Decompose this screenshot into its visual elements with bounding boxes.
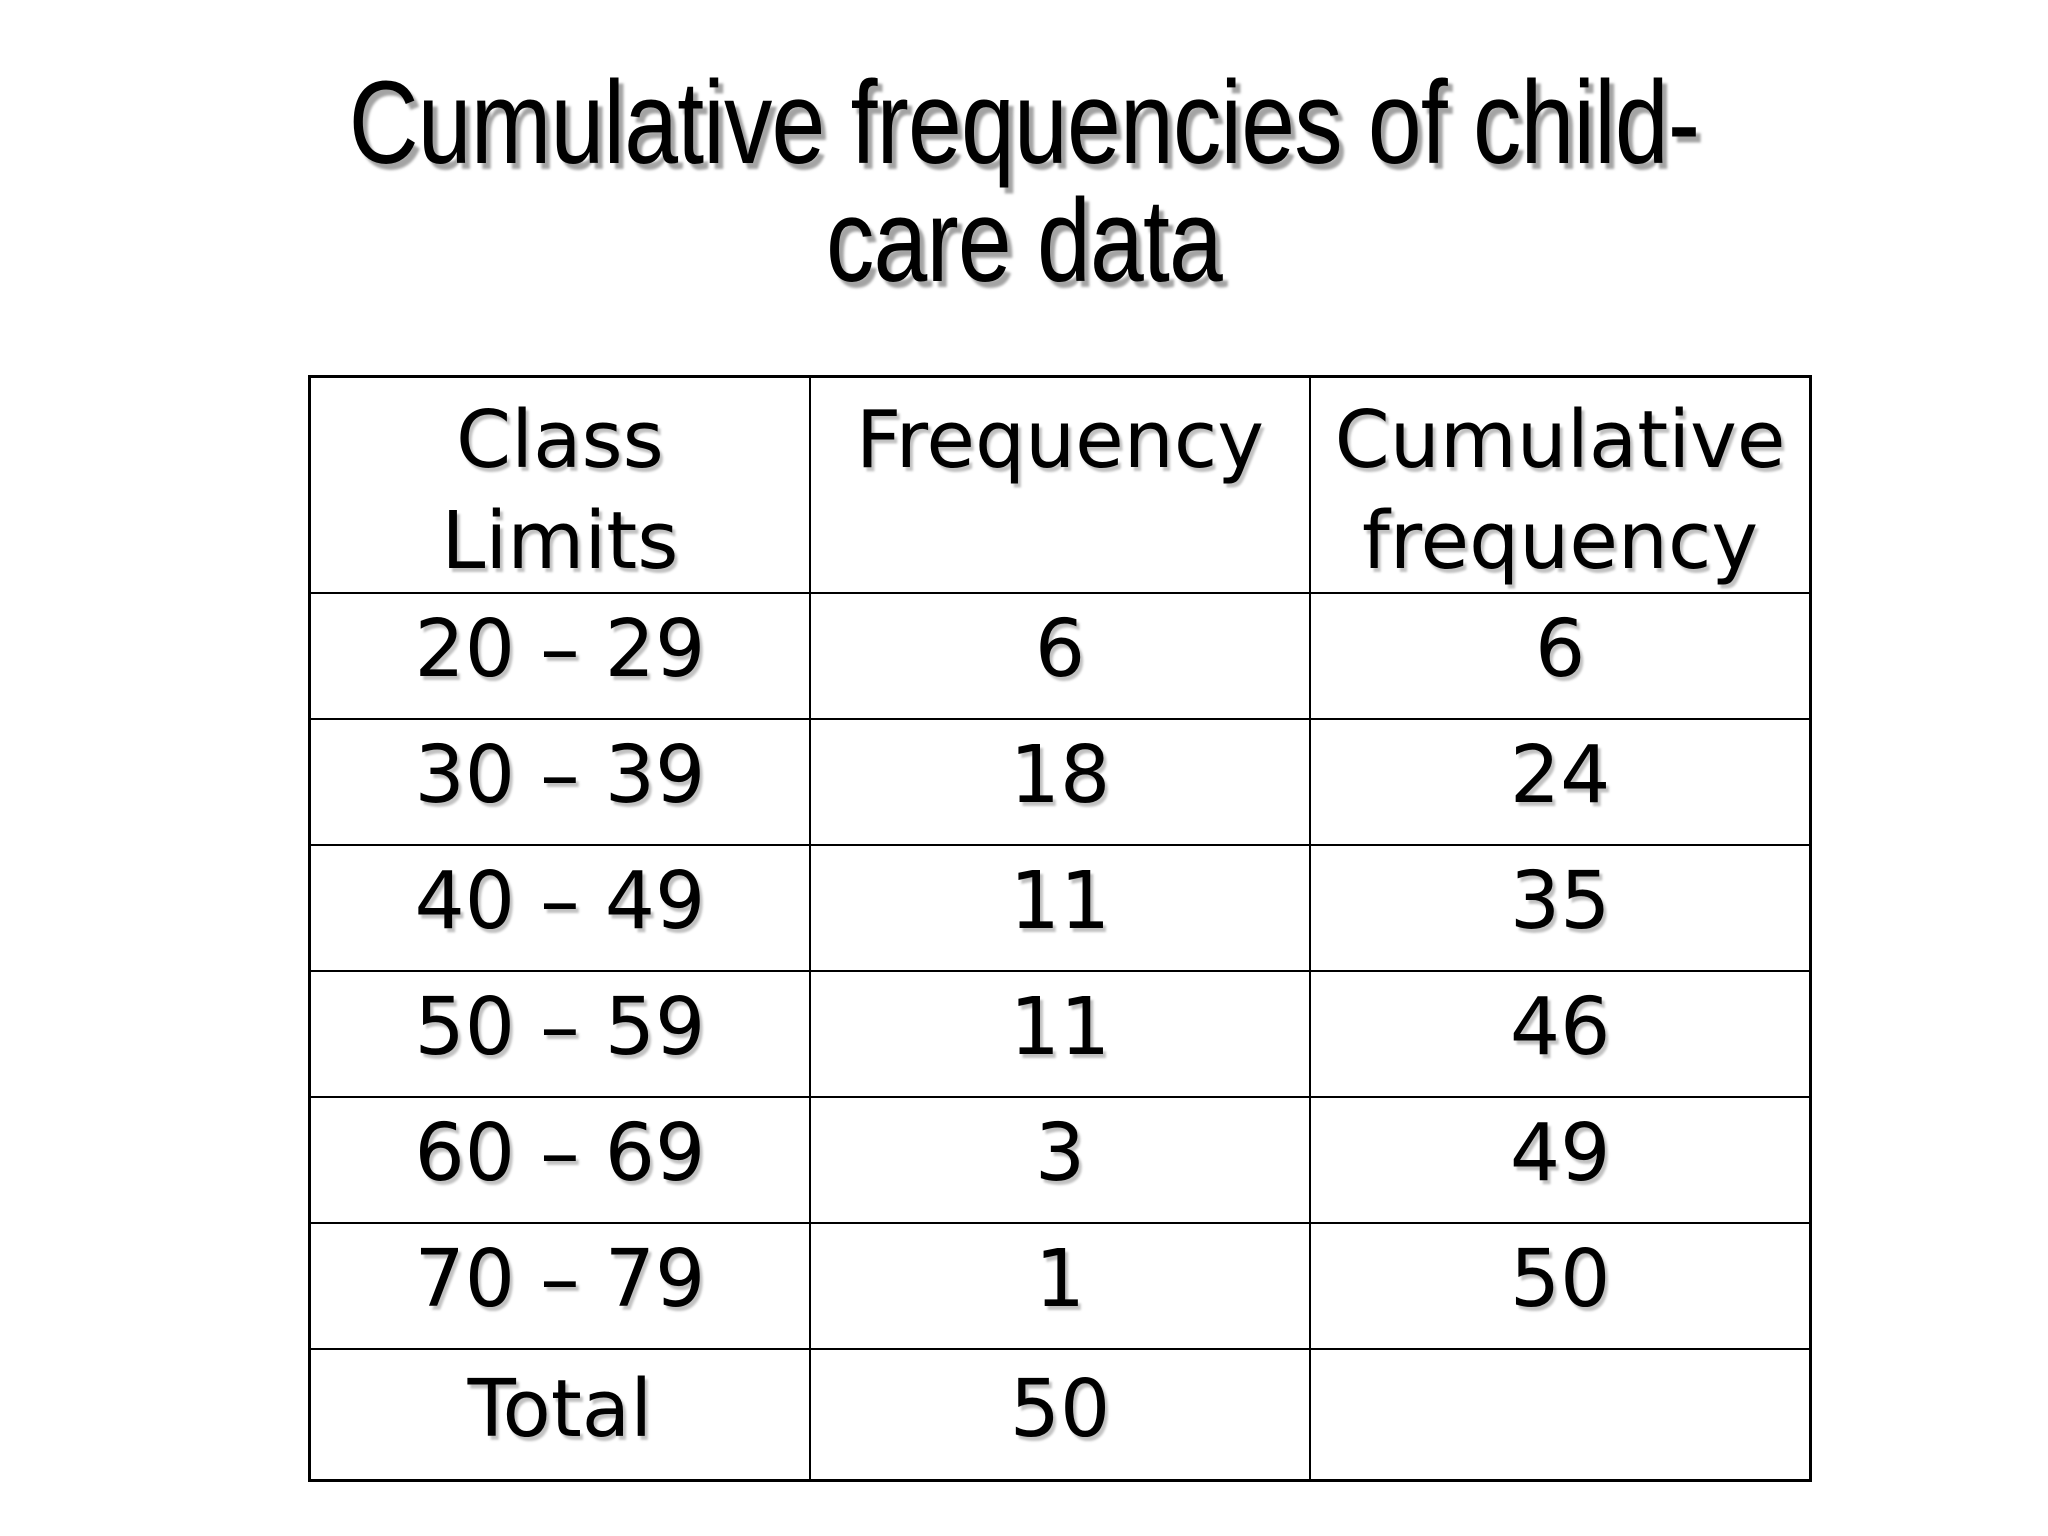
table-row: 60 – 69 3 49 (308, 1096, 1812, 1225)
cell-cumulative-frequency: 24 (1309, 718, 1812, 847)
cell-cumulative-frequency: 50 (1309, 1222, 1812, 1351)
cell-class-limits: 30 – 39 (308, 718, 811, 847)
cell-frequency: 1 (808, 1222, 1312, 1351)
cell-class-limits: 70 – 79 (308, 1222, 811, 1351)
cell-total-label: Total (308, 1348, 811, 1482)
col-header-frequency: Frequency (808, 375, 1312, 595)
table-row: 30 – 39 18 24 (308, 718, 1812, 847)
table-row: 40 – 49 11 35 (308, 844, 1812, 973)
table-row: 20 – 29 6 6 (308, 592, 1812, 721)
cell-cumulative-frequency: 6 (1309, 592, 1812, 721)
page-title: Cumulative frequencies of child- care da… (184, 64, 1863, 300)
cell-frequency: 18 (808, 718, 1312, 847)
cell-class-limits: 60 – 69 (308, 1096, 811, 1225)
table-total-row: Total 50 (308, 1348, 1812, 1482)
table-row: 50 – 59 11 46 (308, 970, 1812, 1099)
cell-frequency: 11 (808, 970, 1312, 1099)
cell-class-limits: 40 – 49 (308, 844, 811, 973)
table-row: 70 – 79 1 50 (308, 1222, 1812, 1351)
cell-cumulative-frequency: 35 (1309, 844, 1812, 973)
cell-frequency: 3 (808, 1096, 1312, 1225)
col-header-class-limits: Class Limits (308, 375, 811, 595)
page-title-line-1: Cumulative frequencies of child- (348, 57, 1700, 189)
cumulative-frequency-table: Class Limits Frequency Cumulative freque… (308, 375, 1812, 1482)
cell-total-frequency: 50 (808, 1348, 1312, 1482)
page-title-line-2: care data (825, 175, 1223, 307)
table-header-row: Class Limits Frequency Cumulative freque… (308, 375, 1812, 595)
cell-class-limits: 20 – 29 (308, 592, 811, 721)
cell-cumulative-frequency: 46 (1309, 970, 1812, 1099)
cell-frequency: 6 (808, 592, 1312, 721)
cell-frequency: 11 (808, 844, 1312, 973)
cell-class-limits: 50 – 59 (308, 970, 811, 1099)
cell-cumulative-frequency: 49 (1309, 1096, 1812, 1225)
cell-total-cumulative-frequency (1309, 1348, 1812, 1482)
col-header-cumulative-frequency: Cumulative frequency (1309, 375, 1812, 595)
